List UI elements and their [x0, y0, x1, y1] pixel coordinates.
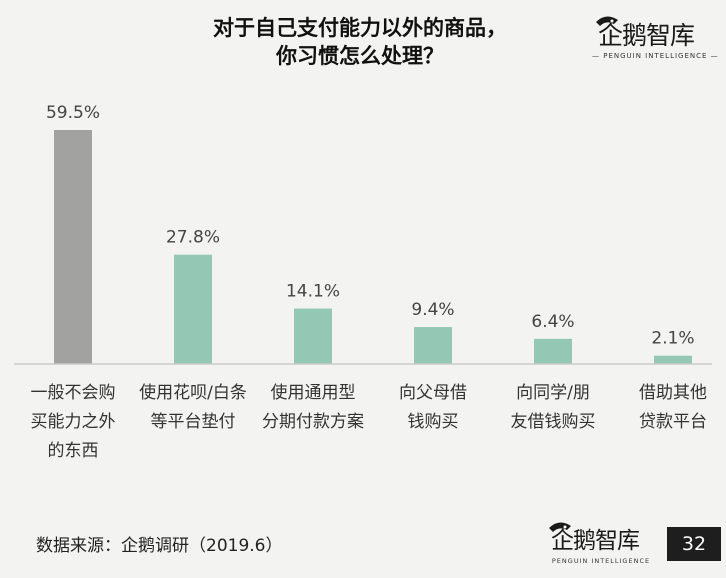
- category-label-line: 的东西: [47, 441, 99, 461]
- category-label-3: 使用通用型分期付款方案: [253, 379, 373, 437]
- category-label-2: 使用花呗/白条 等平台垫付: [133, 379, 253, 437]
- logo-subtitle: PENGUIN INTELLIGENCE: [551, 557, 651, 565]
- category-label-line: 分期付款方案: [262, 412, 364, 432]
- data-label-1: 59.5%: [46, 103, 100, 123]
- category-label-1: 一般不会购买能力之外的东西: [13, 379, 133, 466]
- data-label-5: 6.4%: [531, 312, 574, 332]
- category-label-line: 买能力之外: [30, 412, 116, 432]
- bar-3: [294, 308, 332, 364]
- chart-title-line-1: 对于自己支付能力以外的商品，: [213, 16, 507, 40]
- data-label-3: 14.1%: [286, 282, 340, 302]
- category-label-line: 贷款平台: [639, 412, 707, 432]
- penguin-intelligence-logo-footer: 企鹅智库 PENGUIN INTELLIGENCE: [545, 518, 657, 572]
- logo-name: 企鹅智库: [551, 528, 640, 554]
- category-label-line: 一般不会购: [30, 383, 116, 403]
- bar-5: [534, 338, 572, 364]
- logo-subtitle: — PENGUIN INTELLIGENCE —: [592, 52, 719, 60]
- category-label-4: 向父母借 钱购买: [373, 379, 493, 437]
- category-label-line: 借助其他: [639, 383, 707, 403]
- category-label-line: 钱购买: [407, 412, 459, 432]
- category-label-6: 借助其他 贷款平台: [613, 379, 726, 437]
- penguin-icon: [596, 16, 618, 26]
- penguin-intelligence-logo: 企鹅智库 — PENGUIN INTELLIGENCE —: [592, 12, 719, 68]
- bars-layer: 59.5% 27.8% 14.1% 9.4% 6.4% 2.1%: [46, 103, 695, 364]
- category-label-5: 向同学/朋友借钱购买: [493, 379, 613, 437]
- source-note: 数据来源：企鹅调研（2019.6）: [36, 536, 283, 556]
- logo-name: 企鹅智库: [598, 21, 695, 50]
- category-label-line: 向同学/朋: [516, 383, 590, 403]
- penguin-icon: [549, 522, 571, 532]
- page-number: 32: [667, 527, 721, 561]
- data-label-4: 9.4%: [411, 300, 454, 320]
- bar-6: [654, 355, 692, 364]
- category-label-line: 向父母借: [399, 383, 467, 403]
- category-label-line: 等平台垫付: [150, 412, 236, 432]
- bar-4: [414, 327, 452, 364]
- category-label-line: 使用花呗/白条: [139, 383, 247, 403]
- category-label-line: 使用通用型: [270, 383, 356, 403]
- bar-1: [54, 130, 92, 364]
- chart-title: 对于自己支付能力以外的商品， 你习惯怎么处理？: [150, 14, 570, 70]
- bar-2: [174, 254, 212, 364]
- category-label-line: 友借钱购买: [510, 412, 596, 432]
- data-label-6: 2.1%: [651, 329, 694, 349]
- chart-title-line-2: 你习惯怎么处理？: [276, 44, 444, 68]
- data-label-2: 27.8%: [166, 228, 220, 248]
